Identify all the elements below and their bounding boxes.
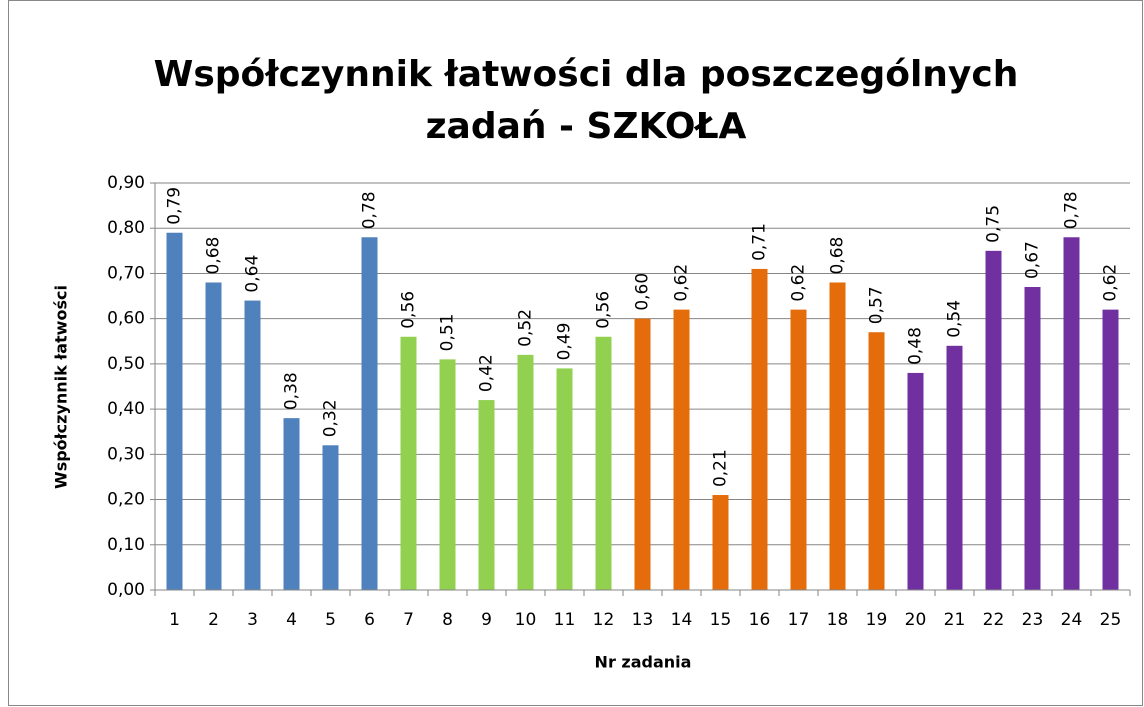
x-tick-label: 21 bbox=[944, 610, 966, 630]
bar bbox=[1024, 287, 1041, 590]
value-label: 0,21 bbox=[711, 449, 731, 487]
value-label: 0,62 bbox=[789, 264, 809, 302]
value-label: 0,52 bbox=[516, 309, 536, 347]
value-label: 0,60 bbox=[633, 273, 653, 311]
y-axis-title: Współczynnik łatwości bbox=[52, 285, 71, 489]
value-label: 0,54 bbox=[945, 300, 965, 338]
x-tick-label: 22 bbox=[983, 610, 1005, 630]
chart-title: zadań - SZKOŁA bbox=[426, 106, 747, 147]
bar bbox=[946, 345, 963, 590]
x-tick-label: 19 bbox=[866, 610, 888, 630]
bar bbox=[556, 368, 573, 590]
x-tick-label: 23 bbox=[1022, 610, 1044, 630]
x-tick-label: 6 bbox=[364, 610, 375, 630]
bar bbox=[907, 372, 924, 590]
bar bbox=[205, 282, 222, 590]
value-label: 0,38 bbox=[282, 372, 302, 410]
bar bbox=[985, 250, 1002, 591]
y-tick-label: 0,90 bbox=[107, 173, 145, 193]
x-tick-label: 17 bbox=[788, 610, 810, 630]
x-tick-label: 3 bbox=[247, 610, 258, 630]
value-label: 0,62 bbox=[1101, 264, 1121, 302]
value-label: 0,51 bbox=[438, 314, 458, 352]
bar bbox=[1102, 309, 1119, 590]
bar bbox=[829, 282, 846, 590]
x-tick-label: 15 bbox=[710, 610, 732, 630]
x-tick-label: 10 bbox=[515, 610, 537, 630]
value-label: 0,79 bbox=[165, 187, 185, 225]
x-tick-label: 16 bbox=[749, 610, 771, 630]
y-tick-label: 0,60 bbox=[107, 309, 145, 329]
x-tick-label: 9 bbox=[481, 610, 492, 630]
value-label: 0,62 bbox=[672, 264, 692, 302]
bar bbox=[868, 332, 885, 590]
x-tick-label: 4 bbox=[286, 610, 297, 630]
value-label: 0,48 bbox=[906, 327, 926, 365]
bar bbox=[751, 268, 768, 590]
bar bbox=[790, 309, 807, 590]
value-label: 0,78 bbox=[360, 191, 380, 229]
bar bbox=[361, 237, 378, 590]
bar bbox=[1063, 237, 1080, 590]
x-tick-label: 5 bbox=[325, 610, 336, 630]
x-tick-label: 13 bbox=[632, 610, 654, 630]
bar bbox=[400, 336, 417, 590]
bar bbox=[517, 354, 534, 590]
y-tick-label: 0,00 bbox=[107, 580, 145, 600]
bar bbox=[244, 300, 261, 590]
y-tick-label: 0,10 bbox=[107, 535, 145, 555]
x-tick-label: 24 bbox=[1061, 610, 1083, 630]
bar bbox=[478, 400, 495, 590]
x-tick-label: 2 bbox=[208, 610, 219, 630]
value-label: 0,68 bbox=[828, 237, 848, 275]
value-label: 0,64 bbox=[243, 255, 263, 293]
y-tick-label: 0,30 bbox=[107, 444, 145, 464]
x-tick-label: 18 bbox=[827, 610, 849, 630]
x-tick-label: 25 bbox=[1100, 610, 1122, 630]
x-axis-title: Nr zadania bbox=[595, 653, 692, 672]
bar bbox=[439, 359, 456, 590]
bar bbox=[322, 445, 339, 590]
bar bbox=[166, 232, 183, 590]
x-tick-label: 1 bbox=[169, 610, 180, 630]
y-tick-label: 0,80 bbox=[107, 218, 145, 238]
value-label: 0,68 bbox=[204, 237, 224, 275]
x-tick-label: 12 bbox=[593, 610, 615, 630]
bar bbox=[595, 336, 612, 590]
value-label: 0,78 bbox=[1062, 191, 1082, 229]
bar bbox=[283, 418, 300, 590]
chart-title: Współczynnik łatwości dla poszczególnych bbox=[154, 54, 1019, 95]
value-label: 0,57 bbox=[867, 286, 887, 324]
x-tick-label: 8 bbox=[442, 610, 453, 630]
y-tick-label: 0,70 bbox=[107, 263, 145, 283]
value-label: 0,56 bbox=[594, 291, 614, 329]
value-label: 0,32 bbox=[321, 399, 341, 437]
value-label: 0,67 bbox=[1023, 241, 1043, 279]
bar bbox=[673, 309, 690, 590]
bar bbox=[712, 495, 729, 590]
y-tick-label: 0,20 bbox=[107, 490, 145, 510]
x-tick-label: 7 bbox=[403, 610, 414, 630]
value-label: 0,56 bbox=[399, 291, 419, 329]
x-tick-label: 11 bbox=[554, 610, 576, 630]
value-label: 0,49 bbox=[555, 323, 575, 361]
value-label: 0,75 bbox=[984, 205, 1004, 243]
x-tick-label: 20 bbox=[905, 610, 927, 630]
value-label: 0,42 bbox=[477, 354, 497, 392]
y-tick-label: 0,50 bbox=[107, 354, 145, 374]
y-tick-label: 0,40 bbox=[107, 399, 145, 419]
value-label: 0,71 bbox=[750, 223, 770, 261]
bar bbox=[634, 318, 651, 590]
x-tick-label: 14 bbox=[671, 610, 693, 630]
